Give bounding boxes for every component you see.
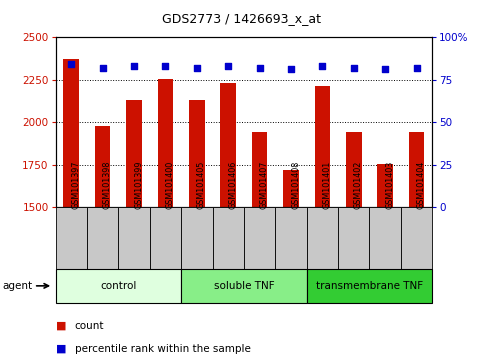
Bar	[157, 79, 173, 354]
Bar	[275, 207, 307, 269]
Bar	[181, 269, 307, 303]
Bar	[409, 132, 425, 354]
Bar	[189, 100, 205, 354]
Text: ■: ■	[56, 344, 66, 354]
Text: GSM101401: GSM101401	[323, 161, 331, 209]
Text: GSM101397: GSM101397	[71, 160, 80, 209]
Bar	[369, 207, 401, 269]
Point	[382, 67, 389, 72]
Text: GSM101404: GSM101404	[416, 161, 426, 209]
Bar	[338, 207, 369, 269]
Bar	[377, 164, 393, 354]
Text: GSM101406: GSM101406	[228, 161, 237, 209]
Point	[319, 63, 327, 69]
Bar	[346, 132, 362, 354]
Text: count: count	[75, 321, 104, 331]
Point	[224, 63, 232, 69]
Point	[412, 65, 420, 70]
Text: GSM101399: GSM101399	[134, 160, 143, 209]
Text: agent: agent	[2, 281, 32, 291]
Bar	[283, 170, 299, 354]
Bar	[307, 207, 338, 269]
Text: GDS2773 / 1426693_x_at: GDS2773 / 1426693_x_at	[162, 12, 321, 25]
Bar	[307, 269, 432, 303]
Text: GSM101408: GSM101408	[291, 161, 300, 209]
Text: soluble TNF: soluble TNF	[213, 281, 274, 291]
Bar	[87, 207, 118, 269]
Point	[287, 67, 295, 72]
Text: GSM101405: GSM101405	[197, 161, 206, 209]
Point	[161, 63, 170, 69]
Text: percentile rank within the sample: percentile rank within the sample	[75, 344, 251, 354]
Bar	[118, 207, 150, 269]
Bar	[401, 207, 432, 269]
Bar	[181, 207, 213, 269]
Bar	[126, 100, 142, 354]
Text: GSM101398: GSM101398	[103, 161, 112, 209]
Bar	[63, 59, 79, 354]
Bar	[314, 86, 330, 354]
Bar	[56, 269, 181, 303]
Bar	[56, 207, 87, 269]
Point	[350, 65, 357, 70]
Point	[68, 62, 75, 67]
Point	[130, 63, 138, 69]
Text: GSM101400: GSM101400	[165, 161, 174, 209]
Bar	[252, 132, 268, 354]
Text: transmembrane TNF: transmembrane TNF	[316, 281, 423, 291]
Bar	[220, 83, 236, 354]
Text: GSM101402: GSM101402	[354, 161, 363, 209]
Point	[256, 65, 264, 70]
Point	[99, 65, 107, 70]
Point	[193, 65, 201, 70]
Text: ■: ■	[56, 321, 66, 331]
Bar	[244, 207, 275, 269]
Text: GSM101403: GSM101403	[385, 161, 394, 209]
Bar	[150, 207, 181, 269]
Bar	[213, 207, 244, 269]
Bar	[95, 126, 111, 354]
Text: GSM101407: GSM101407	[260, 161, 269, 209]
Text: control: control	[100, 281, 137, 291]
